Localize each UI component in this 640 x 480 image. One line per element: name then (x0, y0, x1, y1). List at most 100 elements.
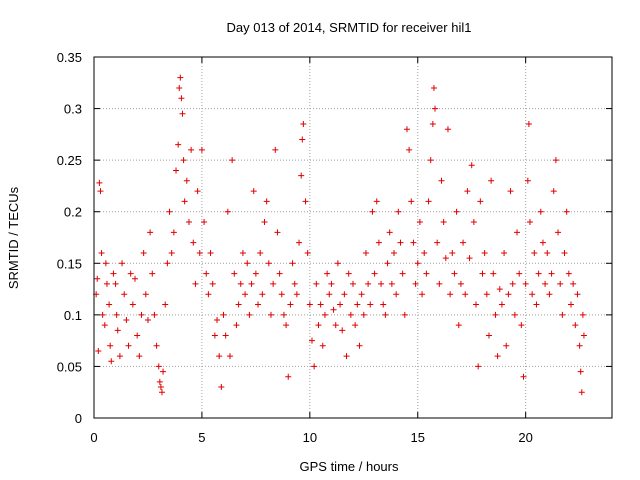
data-point (302, 198, 309, 205)
data-point (278, 291, 285, 298)
data-point (466, 255, 473, 262)
data-point (559, 311, 566, 318)
x-axis-label: GPS time / hours (300, 459, 399, 474)
data-point (397, 239, 404, 246)
data-point (114, 327, 121, 334)
data-point (255, 301, 262, 308)
data-point (180, 157, 187, 164)
data-point (149, 270, 156, 277)
data-point (98, 249, 105, 256)
data-point (103, 280, 110, 287)
data-point (360, 311, 367, 318)
data-point (354, 301, 361, 308)
data-point (261, 219, 268, 226)
data-point (393, 291, 400, 298)
data-point (498, 301, 505, 308)
data-point (356, 342, 363, 349)
data-point (222, 332, 229, 339)
data-point (477, 198, 484, 205)
y-tick-label: 0.2 (64, 205, 82, 220)
data-point (285, 373, 292, 380)
data-point (518, 322, 525, 329)
data-point (283, 322, 290, 329)
data-point (274, 229, 281, 236)
data-point (578, 389, 585, 396)
data-point (125, 342, 132, 349)
data-point (289, 260, 296, 267)
data-point (563, 208, 570, 215)
data-point (384, 260, 391, 267)
data-point (552, 157, 559, 164)
data-point (237, 280, 244, 287)
data-point (324, 270, 331, 277)
data-point (352, 322, 359, 329)
data-point (107, 342, 114, 349)
data-point (577, 368, 584, 375)
data-point (175, 141, 182, 148)
data-point (233, 322, 240, 329)
data-point (298, 172, 305, 179)
data-point (382, 311, 389, 318)
data-point (257, 249, 264, 256)
data-point (570, 280, 577, 287)
data-point (185, 219, 192, 226)
data-point (388, 280, 395, 287)
data-point (315, 322, 322, 329)
data-point (272, 146, 279, 153)
data-point (239, 249, 246, 256)
data-point (321, 311, 328, 318)
data-point (367, 301, 374, 308)
y-tick-label: 0.15 (57, 256, 82, 271)
data-point (330, 306, 337, 313)
data-point (263, 198, 270, 205)
data-point (434, 239, 441, 246)
data-point (378, 280, 385, 287)
data-point (485, 332, 492, 339)
data-point (442, 255, 449, 262)
data-point (94, 275, 101, 282)
data-point (475, 363, 482, 370)
data-point (526, 219, 533, 226)
data-point (490, 270, 497, 277)
data-point (557, 280, 564, 287)
data-point (194, 188, 201, 195)
x-tick-label: 10 (303, 430, 317, 445)
data-point (501, 249, 508, 256)
data-point (299, 136, 306, 143)
data-point (516, 270, 523, 277)
data-point (457, 280, 464, 287)
data-point (345, 270, 352, 277)
data-point (548, 270, 555, 277)
data-point (399, 270, 406, 277)
data-point (270, 280, 277, 287)
data-point (138, 311, 145, 318)
data-point (464, 188, 471, 195)
data-point (505, 291, 512, 298)
data-point (205, 291, 212, 298)
data-point (511, 311, 518, 318)
data-point (173, 167, 180, 174)
data-point (106, 301, 113, 308)
data-point (319, 342, 326, 349)
data-point (544, 249, 551, 256)
data-point (134, 332, 141, 339)
data-point (347, 311, 354, 318)
data-point (201, 219, 208, 226)
data-point (119, 260, 126, 267)
data-point (481, 249, 488, 256)
data-point (337, 301, 344, 308)
data-point (207, 249, 214, 256)
data-point (158, 389, 165, 396)
data-point (550, 188, 557, 195)
data-point (306, 301, 313, 308)
data-point (132, 275, 139, 282)
data-point (470, 219, 477, 226)
data-point (96, 179, 103, 186)
data-point (179, 110, 186, 117)
y-tick-label: 0.3 (64, 102, 82, 117)
data-point (147, 229, 154, 236)
data-point (350, 280, 356, 287)
data-point (494, 353, 501, 360)
data-point (555, 229, 562, 236)
data-point (220, 311, 227, 318)
